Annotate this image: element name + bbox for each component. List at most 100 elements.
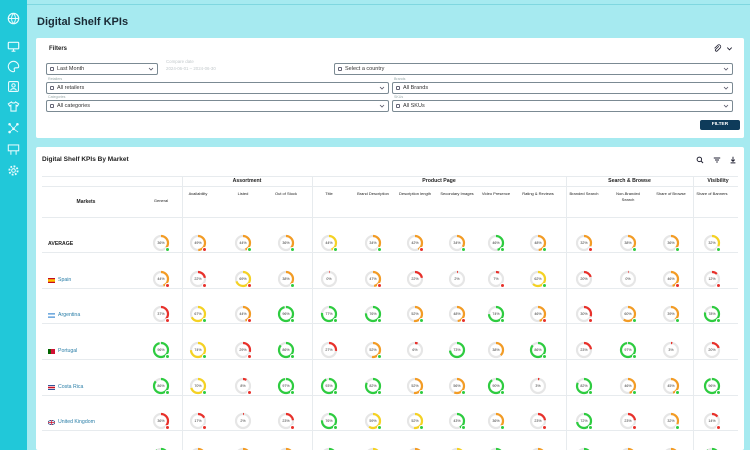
kpi-gauge[interactable]: 52% (406, 305, 424, 323)
gear-icon[interactable] (7, 164, 20, 177)
kpi-gauge[interactable]: 23% (575, 341, 593, 359)
kpi-gauge[interactable]: 27% (320, 341, 338, 359)
tshirt-icon[interactable] (7, 100, 20, 113)
market-link[interactable]: Spain (48, 277, 71, 283)
period-select[interactable]: Last Month (46, 63, 158, 75)
categories-select[interactable]: All categories (46, 100, 389, 112)
kpi-gauge[interactable]: 90% (152, 447, 170, 450)
kpi-gauge[interactable]: 62% (529, 270, 547, 288)
kpi-gauge[interactable]: 40% (189, 447, 207, 450)
kpi-gauge[interactable]: 30% (575, 305, 593, 323)
kpi-gauge[interactable]: 52% (364, 341, 382, 359)
kpi-gauge[interactable]: 2% (234, 412, 252, 430)
globe-icon[interactable] (7, 12, 20, 25)
kpi-gauge[interactable]: 0% (320, 270, 338, 288)
kpi-gauge[interactable]: 50% (448, 447, 466, 450)
kpi-gauge[interactable]: 12% (703, 270, 721, 288)
kpi-gauge[interactable]: 23% (619, 412, 637, 430)
kpi-gauge[interactable]: 93% (320, 377, 338, 395)
kpi-gauge[interactable]: 60% (662, 447, 680, 450)
retailers-select[interactable]: All retailers (46, 82, 389, 94)
kpi-gauge[interactable]: 43% (448, 412, 466, 430)
kpi-gauge[interactable]: 97% (277, 377, 295, 395)
kpi-gauge[interactable]: 82% (364, 377, 382, 395)
kpi-gauge[interactable]: 52% (406, 412, 424, 430)
kpi-gauge[interactable]: 36% (277, 234, 295, 252)
kpi-gauge[interactable]: 86% (529, 341, 547, 359)
column-header-title[interactable]: Title (325, 191, 333, 196)
kpi-gauge[interactable]: 85% (487, 447, 505, 450)
search-icon[interactable] (696, 156, 704, 164)
kpi-gauge[interactable]: 86% (152, 377, 170, 395)
monitor-icon[interactable] (7, 40, 20, 53)
column-header-rating-reviews[interactable]: Rating & Reviews (522, 191, 554, 196)
kpi-gauge[interactable]: 34% (448, 234, 466, 252)
column-header-brand-description[interactable]: Brand Description (357, 191, 389, 196)
kpi-gauge[interactable]: 36% (152, 234, 170, 252)
kpi-gauge[interactable]: 73% (448, 341, 466, 359)
column-header-secondary-images[interactable]: Secondary Images (440, 191, 474, 196)
kpi-gauge[interactable]: 72% (575, 412, 593, 430)
kpi-gauge[interactable]: 39% (662, 305, 680, 323)
kpi-gauge[interactable]: 3% (662, 341, 680, 359)
kpi-gauge[interactable]: 44% (234, 234, 252, 252)
kpi-gauge[interactable]: 80% (575, 447, 593, 450)
kpi-gauge[interactable]: 20% (575, 270, 593, 288)
kpi-gauge[interactable]: 76% (320, 412, 338, 430)
kpi-gauge[interactable]: 20% (703, 341, 721, 359)
kpi-gauge[interactable]: 96% (703, 377, 721, 395)
kpi-gauge[interactable]: 8% (234, 377, 252, 395)
kpi-gauge[interactable]: 77% (320, 305, 338, 323)
skus-select[interactable]: All SKUs (392, 100, 733, 112)
kpi-gauge[interactable]: 38% (487, 341, 505, 359)
kpi-gauge[interactable]: 46% (487, 234, 505, 252)
network-icon[interactable] (7, 121, 20, 134)
column-header-share-of-browse[interactable]: Share of Browse (656, 191, 686, 196)
kpi-gauge[interactable]: 55% (234, 447, 252, 450)
kpi-gauge[interactable]: 36% (487, 412, 505, 430)
kpi-gauge[interactable]: 14% (703, 412, 721, 430)
column-header-non-branded-search[interactable]: Non-Branded Search (616, 191, 640, 202)
filter-icon[interactable] (713, 156, 721, 164)
palette-icon[interactable] (7, 60, 20, 73)
kpi-gauge[interactable]: 44% (152, 270, 170, 288)
kpi-gauge[interactable]: 3% (529, 377, 547, 395)
kpi-gauge[interactable]: 38% (619, 234, 637, 252)
kpi-gauge[interactable]: 48% (529, 234, 547, 252)
kpi-gauge[interactable]: 44% (234, 305, 252, 323)
kpi-gauge[interactable]: 32% (662, 412, 680, 430)
kpi-gauge[interactable]: 46% (529, 305, 547, 323)
kpi-gauge[interactable]: 74% (189, 341, 207, 359)
kpi-gauge[interactable]: 96% (152, 341, 170, 359)
kpi-gauge[interactable]: 56% (448, 377, 466, 395)
column-header-video-presence[interactable]: Video Presence (481, 191, 511, 196)
kpi-gauge[interactable]: 40% (529, 447, 547, 450)
market-link[interactable]: Portugal (48, 348, 77, 354)
column-header-availability[interactable]: Availability (188, 191, 208, 196)
kpi-gauge[interactable]: 17% (189, 412, 207, 430)
market-link[interactable]: Costa Rica (48, 384, 83, 390)
kpi-gauge[interactable]: 70% (406, 447, 424, 450)
kpi-gauge[interactable]: 86% (277, 341, 295, 359)
kpi-gauge[interactable]: 6% (406, 341, 424, 359)
kpi-gauge[interactable]: 36% (152, 412, 170, 430)
kpi-gauge[interactable]: 32% (703, 234, 721, 252)
kpi-gauge[interactable]: 47% (364, 270, 382, 288)
kpi-gauge[interactable]: 46% (619, 377, 637, 395)
kpi-gauge[interactable]: 30% (277, 447, 295, 450)
kpi-gauge[interactable]: 23% (529, 412, 547, 430)
kpi-gauge[interactable]: 22% (406, 270, 424, 288)
market-link[interactable]: Argentina (48, 312, 80, 318)
kpi-gauge[interactable]: 22% (189, 270, 207, 288)
kpi-gauge[interactable]: 2% (448, 270, 466, 288)
kpi-gauge[interactable]: 23% (277, 412, 295, 430)
kpi-gauge[interactable]: 69% (234, 270, 252, 288)
kpi-gauge[interactable]: 74% (487, 305, 505, 323)
brands-select[interactable]: All Brands (392, 82, 733, 94)
kpi-gauge[interactable]: 90% (703, 447, 721, 450)
kpi-gauge[interactable]: 60% (364, 447, 382, 450)
kpi-gauge[interactable]: 32% (575, 234, 593, 252)
kpi-gauge[interactable]: 36% (662, 234, 680, 252)
compare-date-value[interactable]: 2024-06-01 – 2024-06-30 (166, 66, 216, 71)
kpi-gauge[interactable]: 70% (189, 377, 207, 395)
